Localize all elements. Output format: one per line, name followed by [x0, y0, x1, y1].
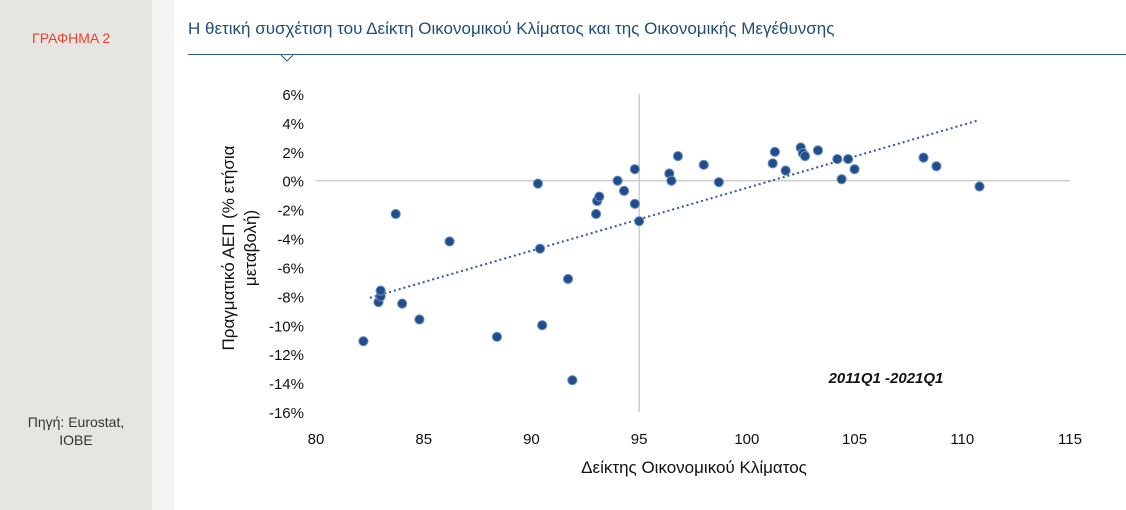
data-point [713, 177, 724, 188]
trendline [369, 119, 980, 299]
data-point [567, 375, 578, 386]
y-tick-label: 0% [282, 174, 304, 191]
reference-lines [316, 94, 1070, 412]
y-axis-label-line2: μεταβολή) [241, 210, 260, 286]
y-tick-label: -8% [277, 289, 304, 306]
data-point [812, 145, 824, 156]
data-point [562, 273, 574, 285]
title-divider [188, 54, 1126, 55]
data-point [375, 285, 386, 296]
y-tick-label: -6% [277, 260, 304, 277]
sidebar-panel: ΓΡΑΦΗΜΑ 2 Πηγή: Eurostat, IOBE [0, 0, 152, 510]
x-tick-label: 90 [523, 431, 540, 448]
x-axis-ticks: 80 85 90 95 100 105 110 115 [308, 431, 1082, 448]
x-tick-label: 105 [842, 431, 867, 448]
y-axis-ticks: 6% 4% 2% 0% -2% -4% -6% -8% -10% -12% -14% -16% [269, 87, 304, 422]
period-annotation: 2011Q1 -2021Q1 [828, 370, 944, 387]
data-point [836, 174, 847, 185]
figure-label: ΓΡΑΦΗΜΑ 2 [32, 30, 111, 46]
data-point [594, 191, 605, 202]
y-tick-label: -2% [277, 203, 304, 220]
data-point [618, 185, 630, 196]
data-point [767, 158, 778, 169]
data-point [849, 164, 860, 175]
data-point [634, 216, 645, 227]
data-point [666, 175, 677, 186]
x-tick-label: 95 [631, 431, 648, 448]
data-point [444, 236, 455, 247]
data-point [491, 331, 503, 342]
panel-gutter [152, 0, 174, 510]
data-point [799, 151, 811, 162]
data-point [397, 298, 408, 309]
x-tick-label: 110 [950, 431, 974, 448]
y-tick-label: 6% [282, 87, 304, 104]
y-tick-label: -4% [277, 232, 304, 249]
x-tick-label: 115 [1058, 431, 1082, 448]
data-point [629, 164, 640, 175]
data-point [414, 314, 425, 325]
x-axis-label: Δείκτης Οικονομικού Κλίματος [581, 458, 807, 477]
chart-title: Η θετική συσχέτιση του Δείκτη Οικονομικο… [188, 19, 835, 38]
data-point [532, 178, 543, 189]
data-point [769, 146, 780, 157]
data-point [698, 159, 709, 170]
source-note: Πηγή: Eurostat, IOBE [27, 414, 125, 448]
y-axis-label-line1: Πραγματικό ΑΕΠ (% ετήσια [219, 145, 238, 350]
trendline-layer [369, 119, 980, 299]
data-point [974, 181, 985, 192]
data-point [843, 153, 854, 165]
x-tick-label: 85 [415, 431, 432, 448]
data-point [918, 152, 929, 163]
y-tick-label: -16% [269, 405, 304, 422]
data-point [590, 208, 602, 220]
data-point [672, 151, 684, 162]
title-notch [280, 54, 294, 62]
data-point [537, 320, 548, 331]
scatter-chart: 6%4%2%0%-2%-4%-6%-8%-10%-12%-14%-16% 80 8… [219, 54, 1082, 477]
y-tick-label: -10% [269, 318, 304, 335]
chart-panel: Η θετική συσχέτιση του Δείκτη Οικονομικο… [174, 0, 1126, 510]
data-point [612, 175, 623, 186]
y-tick-label: -14% [269, 376, 304, 393]
y-tick-label: -12% [269, 347, 304, 364]
points-layer [358, 142, 985, 386]
data-point [931, 161, 942, 172]
data-point [534, 243, 546, 254]
y-tick-label: 2% [282, 145, 304, 162]
data-point [390, 208, 401, 220]
data-point [358, 336, 369, 347]
x-tick-label: 100 [734, 431, 759, 448]
data-point [629, 198, 640, 209]
y-tick-label: 4% [282, 116, 304, 133]
data-point [832, 153, 843, 165]
x-tick-label: 80 [308, 431, 325, 448]
data-point [780, 165, 791, 176]
